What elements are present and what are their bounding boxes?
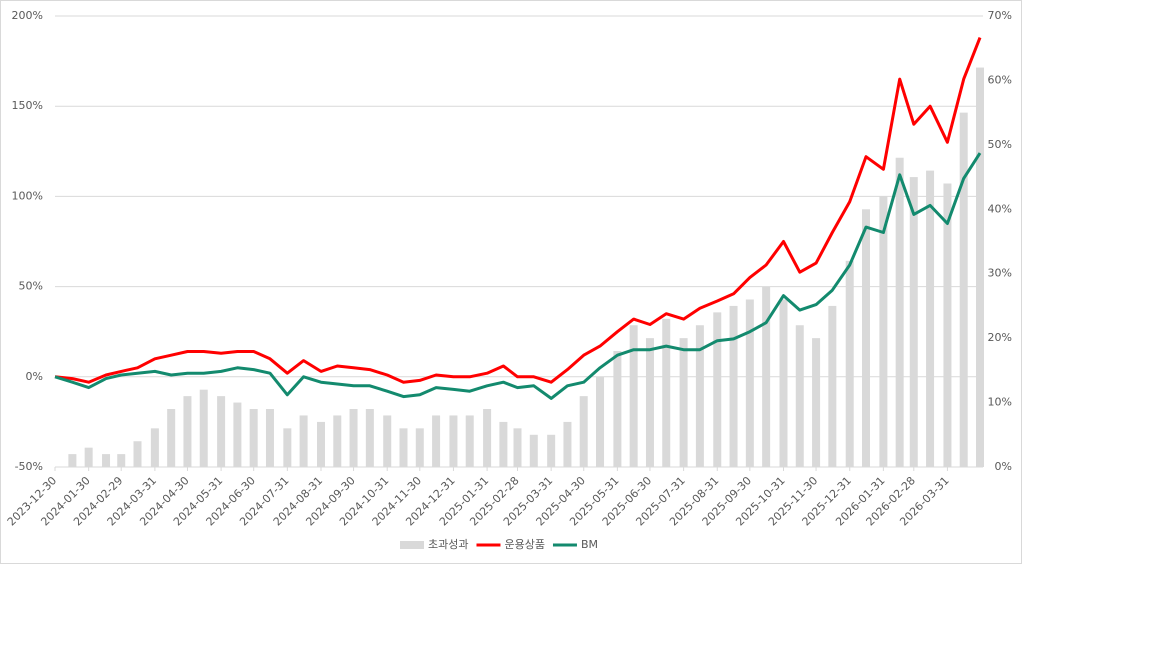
- y2-tick-label: 70%: [988, 9, 1012, 22]
- y2-tick-label: 0%: [995, 460, 1012, 473]
- bar: [183, 396, 192, 467]
- bar: [529, 434, 538, 467]
- y-tick-label: 0%: [26, 370, 43, 383]
- bar: [909, 177, 918, 468]
- bar: [483, 409, 492, 467]
- bar: [745, 299, 754, 467]
- bar: [579, 396, 588, 467]
- bar: [943, 183, 952, 467]
- bar: [779, 299, 788, 467]
- bar: [150, 428, 159, 467]
- bar: [283, 428, 292, 467]
- legend-swatch: [400, 541, 424, 549]
- bar: [513, 428, 522, 467]
- bar: [199, 389, 208, 467]
- bar: [399, 428, 408, 467]
- y2-tick-label: 60%: [988, 73, 1012, 86]
- bar: [365, 409, 374, 467]
- legend-label: 초과성과: [428, 538, 468, 551]
- bar: [102, 454, 111, 467]
- bar: [349, 409, 358, 467]
- y2-tick-label: 20%: [988, 331, 1012, 344]
- bar: [976, 67, 984, 468]
- y-tick-label: 150%: [12, 99, 43, 112]
- bar: [432, 415, 441, 467]
- bar: [133, 441, 142, 467]
- bar: [795, 325, 804, 467]
- bar: [68, 454, 77, 467]
- bar: [862, 209, 871, 468]
- bar: [233, 402, 242, 467]
- bar: [845, 260, 854, 467]
- legend-label: BM: [581, 538, 598, 551]
- bar: [828, 305, 837, 467]
- bar: [167, 409, 176, 467]
- y2-tick-label: 30%: [988, 267, 1012, 280]
- bar: [613, 351, 622, 467]
- bar: [563, 421, 572, 467]
- bar: [383, 415, 392, 467]
- bar: [249, 409, 258, 467]
- y-tick-label: 100%: [12, 189, 43, 202]
- y2-tick-label: 40%: [988, 202, 1012, 215]
- bar: [415, 428, 424, 467]
- bar: [596, 376, 605, 467]
- bar: [895, 157, 904, 467]
- bar: [959, 112, 968, 468]
- bar: [465, 415, 474, 467]
- line: [54, 152, 982, 400]
- bar: [645, 338, 654, 467]
- bar: [762, 286, 771, 467]
- bar: [265, 409, 274, 467]
- bar: [695, 325, 704, 467]
- bar: [812, 338, 821, 467]
- y2-tick-label: 10%: [988, 396, 1012, 409]
- bar: [499, 421, 508, 467]
- y-tick-label: -50%: [15, 460, 43, 473]
- bar: [547, 434, 556, 467]
- bar: [729, 305, 738, 467]
- bar: [299, 415, 308, 467]
- bar: [926, 170, 935, 467]
- bar: [217, 396, 226, 467]
- y2-tick-label: 50%: [988, 138, 1012, 151]
- y-tick-label: 200%: [12, 9, 43, 22]
- bar: [629, 325, 638, 467]
- legend-item: BM: [552, 538, 598, 551]
- bar: [713, 312, 722, 467]
- bar: [679, 338, 688, 467]
- line: [54, 37, 982, 384]
- legend-item: 초과성과: [400, 538, 468, 551]
- bar: [879, 196, 888, 467]
- bar: [333, 415, 342, 467]
- bar: [449, 415, 458, 467]
- bar: [662, 318, 671, 467]
- bar: [84, 447, 93, 467]
- legend-label: 운용상품: [504, 538, 544, 551]
- legend-item: 운용상품: [476, 538, 545, 551]
- bar: [117, 454, 126, 467]
- y-tick-label: 50%: [19, 280, 43, 293]
- bar: [316, 421, 325, 467]
